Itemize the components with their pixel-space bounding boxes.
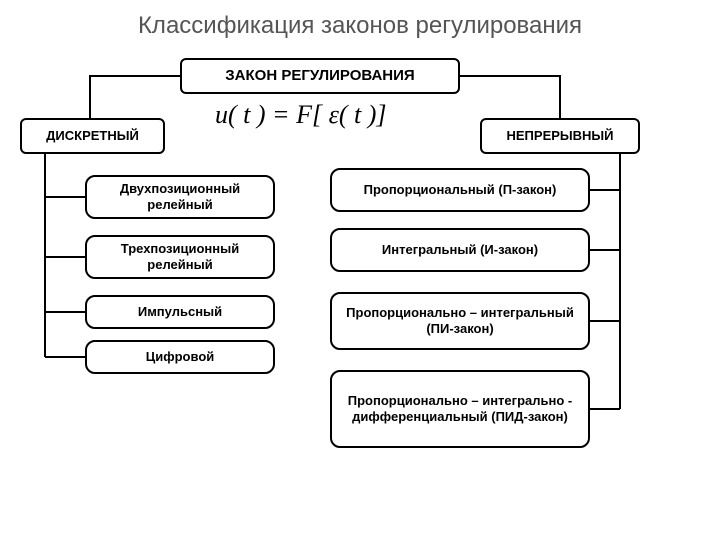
left-item-3: Импульсный (85, 295, 275, 329)
left-item-4: Цифровой (85, 340, 275, 374)
right-item-4: Пропорционально – интегрально - дифферен… (330, 370, 590, 448)
right-item-1: Пропорциональный (П-закон) (330, 168, 590, 212)
classification-diagram: ЗАКОН РЕГУЛИРОВАНИЯ u( t ) = F[ ε( t )] … (0, 40, 720, 530)
right-category-node: НЕПРЕРЫВНЫЙ (480, 118, 640, 154)
page-title: Классификация законов регулирования (0, 0, 720, 40)
root-node: ЗАКОН РЕГУЛИРОВАНИЯ (180, 58, 460, 94)
right-item-2: Интегральный (И-закон) (330, 228, 590, 272)
left-item-2: Трехпозиционный релейный (85, 235, 275, 279)
right-item-3: Пропорционально – интегральный (ПИ-закон… (330, 292, 590, 350)
formula-text: u( t ) = F[ ε( t )] (215, 100, 387, 130)
left-item-1: Двухпозиционный релейный (85, 175, 275, 219)
left-category-node: ДИСКРЕТНЫЙ (20, 118, 165, 154)
